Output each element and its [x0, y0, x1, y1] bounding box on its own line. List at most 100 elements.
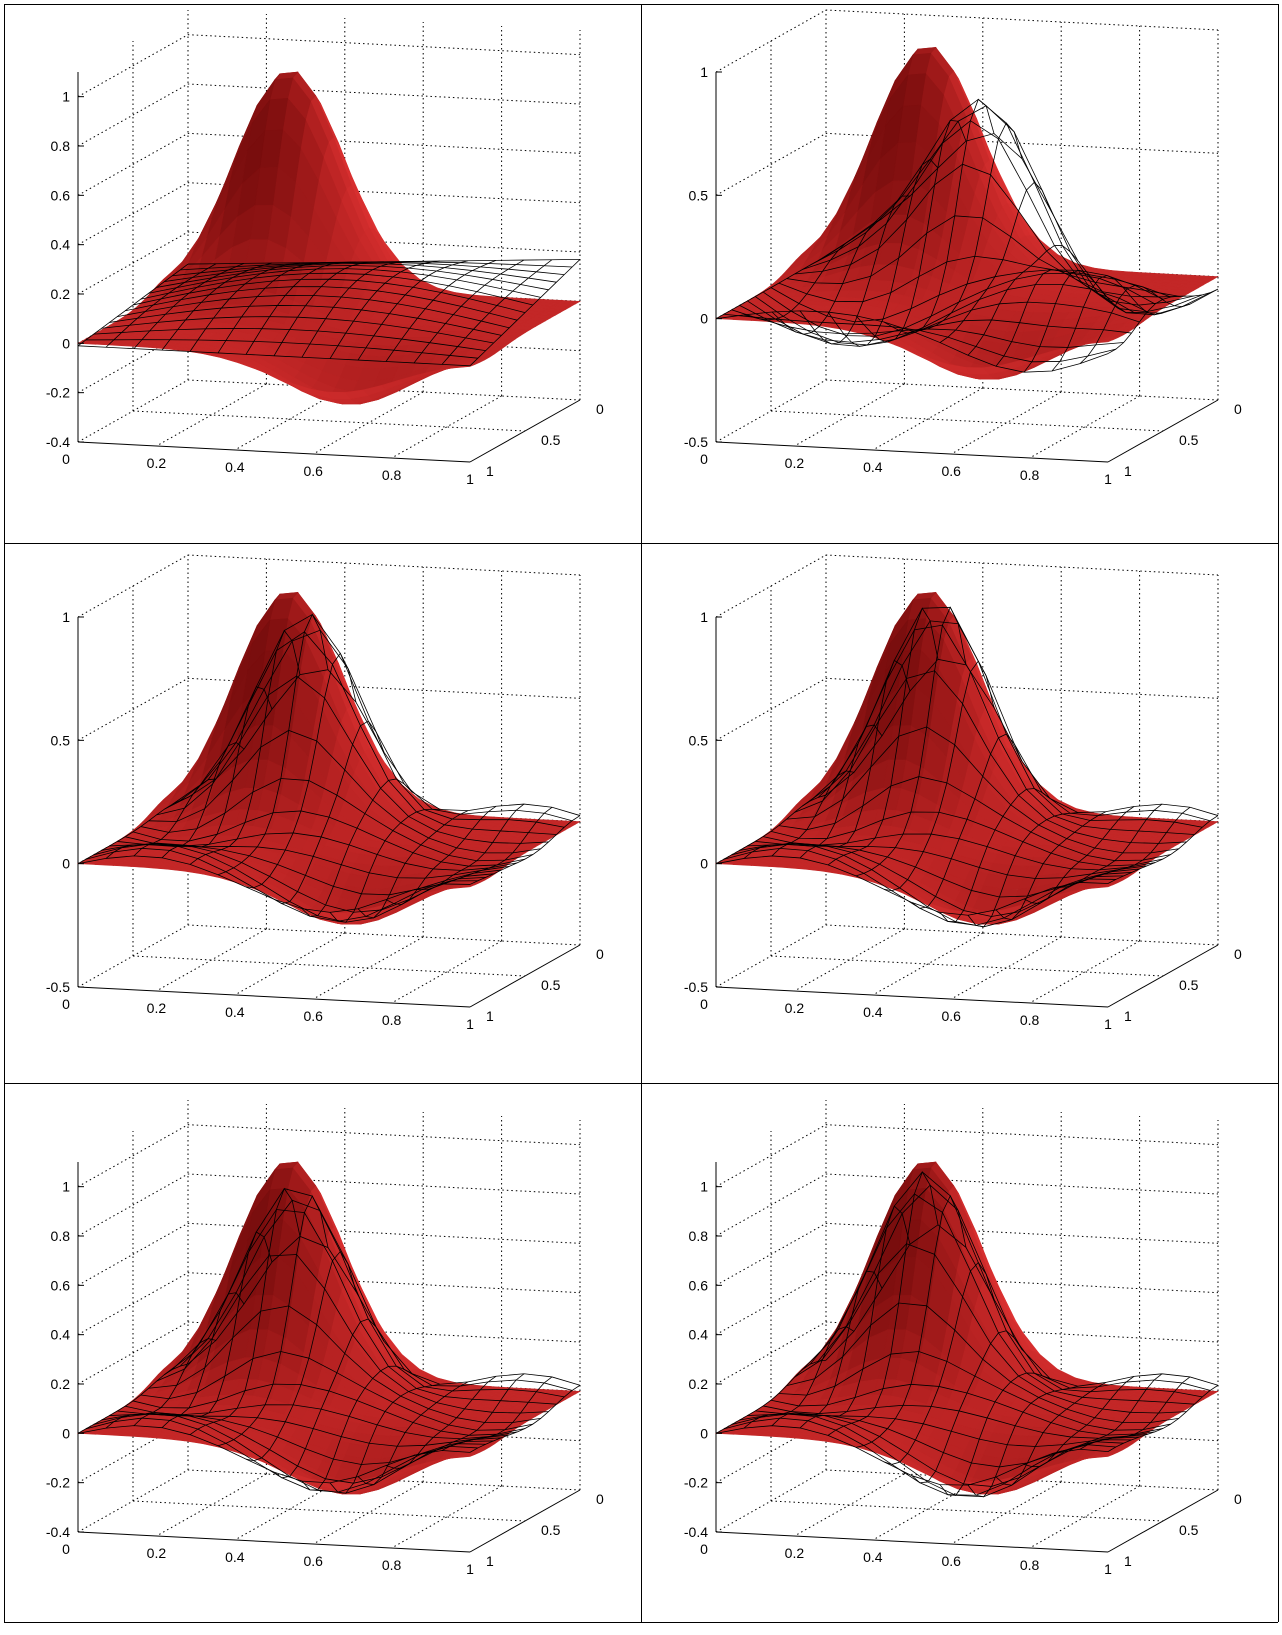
true-surface — [714, 1161, 1220, 1495]
panel-border — [4, 543, 1278, 544]
panel-border — [641, 4, 642, 1622]
z-tick-label: -0.5 — [684, 434, 708, 450]
grid-line — [794, 1473, 905, 1537]
z-tick-label: 0.6 — [51, 1277, 71, 1293]
mesh-line — [967, 1385, 1079, 1498]
mesh-line — [105, 263, 217, 348]
x-tick-label: 0.8 — [1020, 1012, 1040, 1028]
approximation-mesh — [77, 1187, 581, 1494]
grid-line — [715, 1173, 1219, 1237]
mesh-line — [217, 262, 329, 354]
y-tick-label: 1 — [486, 1008, 494, 1024]
y-tick-label: 0.5 — [541, 977, 561, 993]
grid-line — [715, 1321, 1219, 1385]
z-tick-label: -0.5 — [46, 979, 70, 995]
mesh-line — [441, 806, 553, 885]
mesh-line — [827, 158, 939, 347]
mesh-line — [771, 1270, 883, 1426]
z-tick-label: 1 — [700, 64, 708, 80]
grid-line — [770, 410, 1164, 432]
mesh-line — [161, 1231, 273, 1428]
z-tick-label: -0.2 — [46, 385, 70, 401]
mesh-line — [357, 1381, 469, 1486]
mesh-line — [995, 1382, 1107, 1486]
x-tick-label: 0 — [700, 451, 708, 467]
mesh-line — [273, 1318, 385, 1479]
z-tick-label: 0.4 — [689, 1327, 709, 1343]
panel-border — [4, 4, 5, 1622]
mesh-line — [133, 263, 245, 349]
mesh-line — [161, 262, 273, 351]
grid-line — [950, 936, 1062, 1000]
mesh-line — [385, 1375, 497, 1469]
z-tick-label: -0.4 — [46, 1524, 70, 1540]
mesh-line — [301, 778, 413, 917]
z-tick-label: -0.4 — [684, 1524, 708, 1540]
x-axis — [715, 441, 1109, 463]
x-tick-label: 0.2 — [785, 1000, 805, 1016]
grid-line — [77, 1321, 581, 1385]
x-tick-label: 0.8 — [1020, 467, 1040, 483]
mesh-line — [1023, 269, 1135, 373]
grid-line — [77, 1469, 581, 1533]
x-tick-label: 1 — [1104, 471, 1112, 487]
z-tick-label: 0.4 — [51, 1327, 71, 1343]
mesh-line — [743, 237, 855, 321]
grid-line — [950, 1481, 1062, 1545]
true-surface — [76, 1161, 582, 1495]
mesh-line — [715, 255, 827, 320]
grid-line — [872, 1477, 984, 1541]
grid-line — [770, 1500, 1164, 1522]
mesh-line — [825, 1224, 1219, 1387]
approximation-mesh — [715, 606, 1219, 928]
grid-line — [715, 1272, 1219, 1336]
z-tick-label: -0.2 — [46, 1475, 70, 1491]
mesh-line — [385, 260, 497, 362]
panel-border — [1278, 4, 1279, 1622]
grid-line — [234, 932, 346, 996]
panel-border — [4, 4, 1278, 5]
x-tick-label: 0.4 — [863, 1549, 883, 1565]
mesh-line — [799, 195, 911, 345]
mesh-line — [385, 805, 497, 905]
mesh-line — [1023, 1376, 1135, 1468]
x-axis — [715, 1531, 1109, 1553]
grid-line — [156, 1473, 267, 1537]
y-tick-label: 1 — [486, 463, 494, 479]
mesh-line — [329, 1383, 441, 1494]
grid-line — [391, 395, 502, 459]
grid-line — [77, 554, 581, 618]
y-tick-label: 1 — [1124, 1553, 1132, 1569]
z-tick-label: 0.5 — [51, 732, 71, 748]
x-tick-label: 0.6 — [303, 463, 323, 479]
mesh-line — [329, 808, 441, 923]
surface-plot-2: -0.500.510 0.2 0.4 0.6 0.8 100.51 — [684, 9, 1242, 487]
mesh-line — [187, 669, 581, 816]
z-tick-label: -0.5 — [684, 979, 708, 995]
z-tick-label: 0.6 — [689, 1277, 709, 1293]
surface-plot-3: -0.500.510 0.2 0.4 0.6 0.8 100.51 — [46, 554, 604, 1032]
x-tick-label: 0.4 — [225, 1549, 245, 1565]
mesh-line — [939, 181, 1051, 343]
grid-line — [872, 387, 984, 451]
z-tick-label: 0.5 — [689, 187, 709, 203]
grid-line — [715, 1469, 1219, 1533]
mesh-line — [799, 659, 911, 859]
mesh-line — [967, 812, 1079, 928]
mesh-line — [1107, 288, 1219, 354]
x-axis — [77, 1531, 471, 1553]
mesh-line — [217, 1195, 329, 1447]
grid-line — [872, 932, 984, 996]
grid-line — [77, 1173, 581, 1237]
mesh-line — [357, 260, 469, 361]
grid-line — [77, 677, 581, 741]
y-tick-label: 0 — [1234, 946, 1242, 962]
x-tick-label: 0.2 — [147, 1545, 167, 1561]
z-tick-label: 0.2 — [51, 286, 71, 302]
x-tick-label: 0.4 — [225, 459, 245, 475]
z-tick-label: -0.4 — [46, 434, 70, 450]
mesh-line — [245, 1250, 357, 1462]
grid-line — [77, 132, 581, 196]
mesh-line — [855, 1194, 967, 1448]
